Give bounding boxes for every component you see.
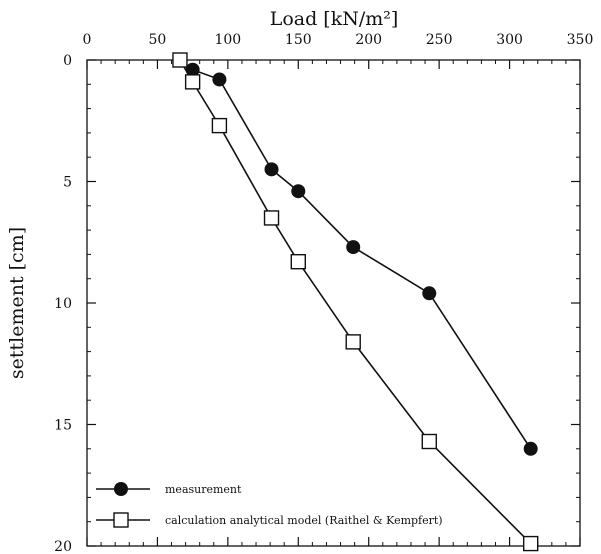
- x-tick-label-350: 350: [567, 32, 594, 48]
- legend-label-measurement: measurement: [165, 483, 242, 496]
- series-line-1: [179, 59, 532, 545]
- measurement-point: [185, 62, 200, 77]
- calculation-point: [421, 433, 437, 450]
- measurement-point: [346, 240, 361, 255]
- calculation-point: [184, 74, 201, 90]
- x-tick-label-150: 150: [285, 32, 312, 48]
- y-tick-label-0: 0: [63, 53, 72, 69]
- plot-frame: [86, 59, 581, 547]
- legend-marker-measurement: [114, 482, 128, 496]
- calculation-point: [290, 253, 306, 270]
- measurement-point: [212, 72, 227, 87]
- y-axis-title: settlement [cm]: [6, 227, 28, 379]
- legend-label-calculation: calculation analytical model (Raithel & …: [165, 514, 443, 527]
- x-axis-title: Load [kN/m²]: [270, 8, 399, 30]
- measurement-point: [523, 441, 538, 456]
- calculation-point: [263, 210, 280, 226]
- measurement-point: [422, 286, 437, 301]
- x-tick-label-200: 200: [355, 32, 382, 48]
- legend-marker-calculation: [113, 512, 129, 528]
- calculation-point: [211, 117, 228, 134]
- calculation-point: [523, 535, 539, 552]
- x-tick-label-50: 50: [149, 32, 167, 48]
- legend: measurement calculation analytical model…: [96, 482, 443, 528]
- x-tick-label-250: 250: [426, 32, 453, 48]
- measurement-point: [264, 162, 279, 177]
- x-ticks: 0 50 100 150 200 250 300 350: [83, 32, 594, 546]
- measurement-point: [291, 184, 306, 199]
- calculation-point: [172, 52, 188, 68]
- y-tick-label-20: 20: [54, 539, 72, 554]
- y-tick-label-15: 15: [54, 418, 72, 434]
- y-tick-label-5: 5: [63, 175, 72, 191]
- y-ticks: 0 5 10 15 20: [54, 53, 580, 554]
- series-line-0: [179, 59, 532, 450]
- series-layer: [172, 52, 539, 552]
- calculation-point: [345, 334, 361, 350]
- y-tick-label-10: 10: [54, 296, 72, 312]
- x-tick-label-100: 100: [214, 32, 241, 48]
- x-tick-label-300: 300: [496, 32, 523, 48]
- x-tick-label-0: 0: [83, 32, 92, 48]
